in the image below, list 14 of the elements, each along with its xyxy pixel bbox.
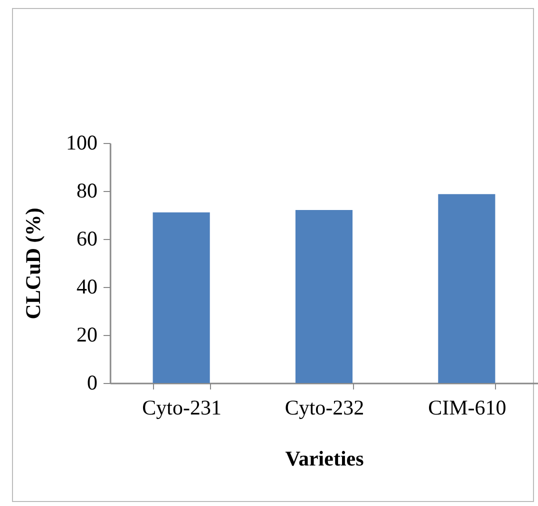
y-tick-label: 0: [87, 370, 98, 394]
x-tick-label: Cyto-232: [284, 396, 364, 420]
y-tick-label: 80: [76, 178, 98, 202]
bar: [295, 210, 353, 383]
x-axis-title: Varieties: [285, 446, 364, 470]
y-tick-label: 40: [76, 274, 98, 298]
y-axis-title: CLCuD (%): [21, 208, 45, 320]
y-tick-label: 60: [76, 226, 98, 250]
bar: [152, 212, 210, 383]
bar: [438, 194, 496, 383]
y-tick-label: 20: [76, 322, 98, 346]
x-tick-label: Cyto-231: [142, 396, 222, 420]
x-tick-label: CIM-610: [428, 396, 506, 420]
y-tick-label: 100: [66, 130, 98, 154]
